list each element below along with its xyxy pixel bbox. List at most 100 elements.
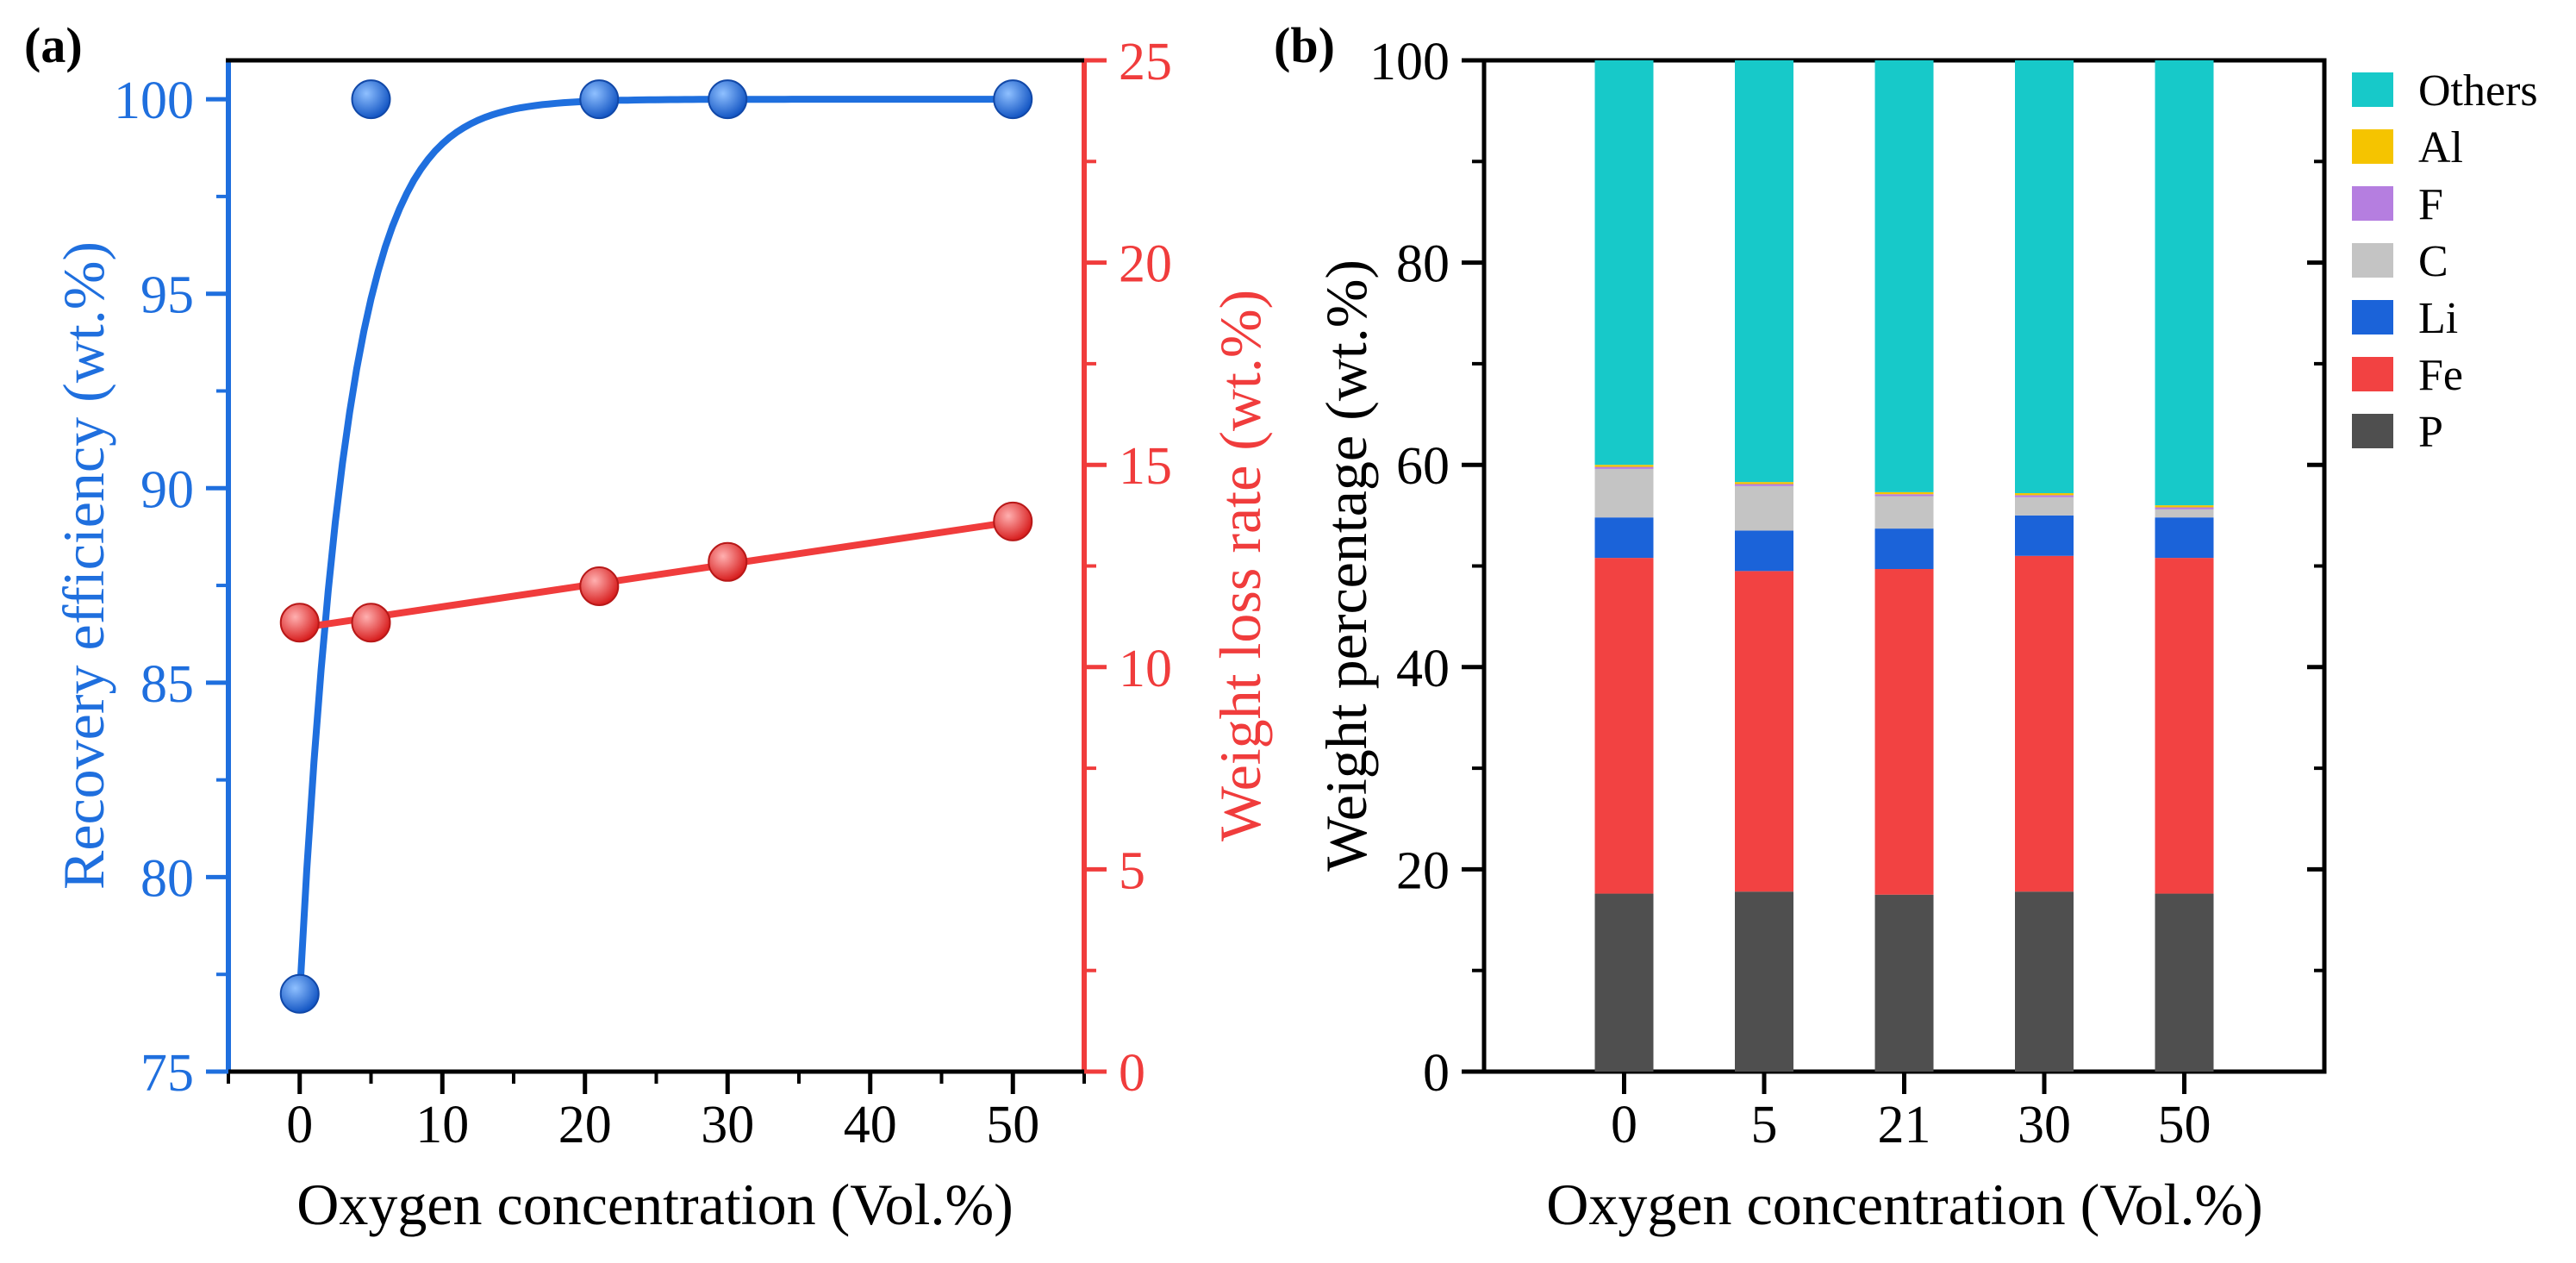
b-y-tick-label: 40 (1396, 640, 1450, 698)
a-right-y-tick-label: 5 (1119, 841, 1145, 900)
a-right-y-tick-label: 20 (1119, 235, 1172, 294)
b-x-tick-label: 5 (1751, 1096, 1778, 1154)
b-bar-segment-f (1874, 494, 1934, 497)
a-fit-lines (296, 96, 1014, 995)
b-bar-segment-f (2155, 507, 2214, 510)
a-recovery-point (708, 79, 748, 120)
b-bar-segment-li (2155, 517, 2214, 559)
b-legend-label: F (2418, 180, 2443, 229)
b-bar-segment-al (2015, 493, 2074, 496)
a-left-y-tick-label: 80 (140, 849, 194, 908)
b-legend-label: Fe (2418, 351, 2463, 400)
panel-b-composition-chart: (b) 0 20 40 60 80 100 0 5 21 30 50 Others Al FC Li Fe P… (1274, 17, 2538, 1237)
b-bar-segment-f (1594, 466, 1654, 469)
a-weight-loss-point (579, 566, 620, 606)
b-bar-segment-c (1594, 468, 1654, 518)
b-stacked-bars (1594, 60, 2214, 1072)
b-bar-segment-fe (2155, 558, 2214, 894)
b-legend-swatch-fe (2352, 357, 2393, 391)
b-y-tick-label: 80 (1396, 235, 1450, 294)
a-tick-labels: 0 10 20 30 40 50 75 80 85 90 95 100 0 5 10 15 20 25 (114, 33, 1172, 1154)
a-recovery-point (279, 973, 320, 1014)
b-bar-segment-others (1594, 60, 1654, 466)
b-x-tick-label: 30 (2018, 1096, 2071, 1154)
b-bar-segment-al (1735, 482, 1793, 485)
a-left-y-tick-label: 100 (114, 72, 194, 130)
b-legend-label: P (2418, 408, 2443, 457)
a-data-points (279, 79, 1033, 1014)
b-bar-segment-c (2015, 497, 2074, 516)
b-bar-segment-f (2015, 495, 2074, 497)
b-legend-swatch-f (2352, 186, 2393, 221)
b-legend-swatch-c (2352, 243, 2393, 278)
b-bar-segment-p (1594, 893, 1654, 1072)
b-x-tick-label: 50 (2158, 1096, 2211, 1154)
b-bar-segment-li (1874, 528, 1934, 570)
a-left-y-tick-label: 90 (140, 460, 194, 519)
b-bar-segment-c (2155, 509, 2214, 518)
b-bar-segment-al (2155, 505, 2214, 508)
b-bar-segment-c (1874, 496, 1934, 529)
a-left-y-tick-label: 75 (140, 1044, 194, 1103)
a-weight-loss-point (351, 603, 391, 643)
b-x-tick-label: 21 (1878, 1096, 1931, 1154)
b-bar-segment-c (1735, 485, 1793, 531)
b-bar-segment-li (1594, 517, 1654, 559)
b-bar-segment-fe (1735, 571, 1793, 892)
a-recovery-point (351, 79, 391, 120)
a-x-tick-label: 50 (986, 1096, 1039, 1154)
b-y-tick-label: 60 (1396, 437, 1450, 496)
b-bar-segment-li (1735, 530, 1793, 572)
panel-a-label: (a) (24, 17, 83, 73)
b-bar-segment-p (1874, 894, 1934, 1072)
a-weight-loss-point (993, 501, 1033, 541)
b-y-tick-label: 20 (1396, 841, 1450, 900)
a-x-tick-label: 40 (844, 1096, 897, 1154)
a-ticks (206, 58, 1107, 1094)
a-weight-loss-fit-line (299, 518, 1014, 632)
b-tick-labels: 0 20 40 60 80 100 0 5 21 30 50 (1369, 33, 2211, 1154)
b-legend: Others Al FC Li Fe P (2352, 66, 2538, 457)
b-bar-segment-fe (2015, 555, 2074, 892)
a-x-tick-label: 30 (701, 1096, 754, 1154)
b-bar-segment-others (2155, 60, 2214, 506)
panel-b-label: (b) (1274, 17, 1335, 73)
b-bar-segment-others (1874, 60, 1934, 492)
a-recovery-fit-line (296, 96, 1014, 995)
b-bar-segment-al (1874, 491, 1934, 495)
panel-a-recovery-chart: (a) 0 10 20 30 40 50 75 80 85 90 95 100 0 5 10 15 20 25 O… (24, 17, 1273, 1237)
b-x-axis-label: Oxygen concentration (Vol.%) (1546, 1172, 2263, 1237)
b-bar-segment-p (2155, 893, 2214, 1072)
b-legend-label: Li (2418, 294, 2458, 343)
b-legend-swatch-al (2352, 129, 2393, 164)
b-y-axis-label: Weight percentage (wt.%) (1313, 259, 1379, 872)
b-bar-segment-fe (1594, 558, 1654, 894)
b-ticks (1462, 58, 2324, 1094)
a-weight-loss-point (279, 603, 320, 643)
b-legend-label: Others (2418, 66, 2538, 116)
b-legend-swatch-p (2352, 414, 2393, 448)
a-x-tick-label: 20 (558, 1096, 612, 1154)
b-bar-segment-others (1735, 60, 1793, 483)
b-bar-segment-al (1594, 465, 1654, 467)
a-right-y-axis-label: Weight loss rate (wt.%) (1207, 290, 1273, 841)
a-x-tick-label: 10 (415, 1096, 469, 1154)
b-bar-segment-fe (1874, 569, 1934, 895)
a-x-axis-label: Oxygen concentration (Vol.%) (296, 1172, 1014, 1237)
b-bar-segment-f (1735, 484, 1793, 486)
a-right-y-tick-label: 15 (1119, 437, 1172, 496)
a-left-y-tick-label: 95 (140, 266, 194, 325)
b-bar-segment-li (2015, 515, 2074, 556)
a-recovery-point (579, 79, 620, 120)
a-weight-loss-point (708, 541, 748, 582)
b-bar-segment-p (2015, 891, 2074, 1072)
a-right-y-tick-label: 10 (1119, 640, 1172, 698)
a-right-y-tick-label: 25 (1119, 33, 1172, 91)
b-bar-segment-others (2015, 60, 2074, 494)
a-left-y-axis-label: Recovery efficiency (wt.%) (51, 241, 116, 890)
b-y-tick-label: 0 (1423, 1044, 1450, 1103)
b-legend-swatch-others (2352, 72, 2393, 107)
a-right-y-tick-label: 0 (1119, 1044, 1145, 1103)
a-recovery-point (993, 79, 1033, 120)
